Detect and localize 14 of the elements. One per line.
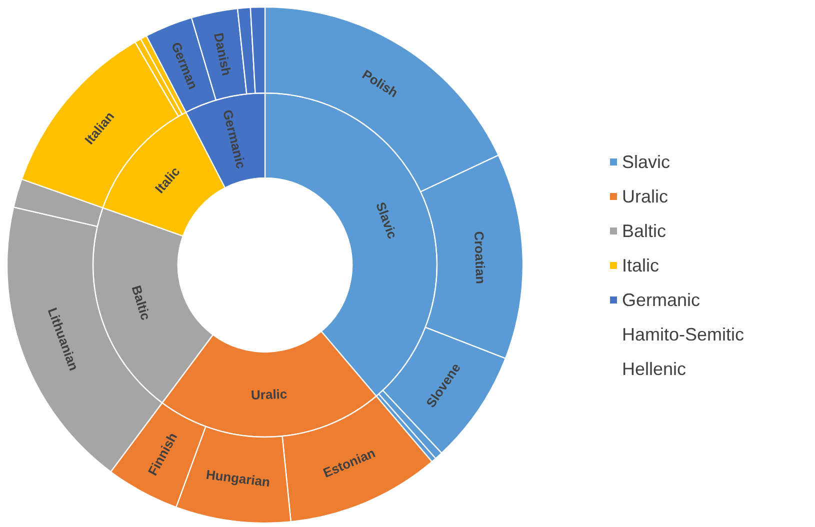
slice-label: Germanic [220, 108, 249, 170]
category-label: Hamito-Semitic [622, 324, 744, 344]
slice-label: Danish [211, 31, 234, 77]
category-label: Hellenic [622, 359, 686, 379]
legend-label: Slavic [622, 152, 670, 172]
legend-label: Italic [622, 256, 660, 276]
slice-label: Slavic [373, 200, 400, 241]
legend-label: Baltic [622, 221, 666, 241]
legend-label: Uralic [622, 186, 668, 206]
legend-label: Germanic [622, 290, 700, 310]
slice-label: Baltic [128, 284, 154, 322]
slice-label: Croatian [471, 230, 488, 284]
slice-label: Hungarian [205, 466, 271, 490]
slice-label: Uralic [250, 386, 288, 402]
